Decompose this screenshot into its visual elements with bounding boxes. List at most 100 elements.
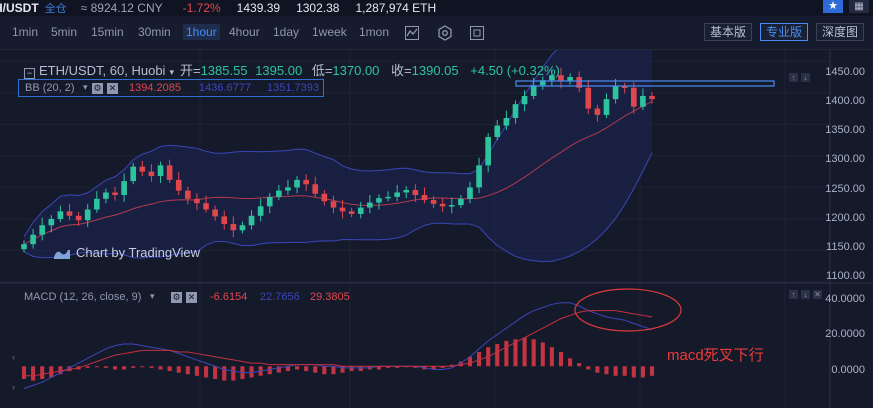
tf-1week[interactable]: 1week <box>312 25 347 39</box>
candle-body <box>157 165 164 177</box>
macd-histogram-bar <box>112 366 118 370</box>
volume-24h: 1,287,974 ETH <box>355 1 437 15</box>
close-value: 1390.05 <box>411 63 459 78</box>
candle-body <box>221 216 228 224</box>
price-axis-tick: 1200.00 <box>825 212 865 224</box>
macd-histogram-bar <box>376 366 382 370</box>
tf-4hour[interactable]: 4hour <box>229 25 260 39</box>
chevron-down-icon[interactable]: ▾ <box>83 82 88 92</box>
tf-1hour[interactable]: 1hour <box>183 24 220 40</box>
macd-histogram-bar <box>176 366 181 373</box>
candle-body <box>239 225 246 231</box>
macd-histogram-bar <box>595 366 600 373</box>
chevron-down-icon[interactable]: ▾ <box>169 67 174 77</box>
macd-histogram-bar <box>358 366 363 372</box>
candle-body <box>30 234 36 245</box>
candle-body <box>494 125 501 137</box>
collapse-icon[interactable]: − <box>24 68 35 79</box>
close-change: +4.50 (+0.32%) <box>470 63 560 78</box>
settings-icon[interactable] <box>437 25 453 41</box>
chart-canvas[interactable] <box>0 50 873 408</box>
star-icon[interactable]: ★ <box>823 0 843 13</box>
collapse-arrow-icon[interactable]: ‹ <box>12 352 15 362</box>
gear-icon[interactable]: ⚙ <box>171 292 182 303</box>
ohlc-legend: − ETH/USDT, 60, Huobi ▾ 开=1385.55 1395.00 低… <box>24 60 560 79</box>
candle-body <box>230 223 237 231</box>
candle-body <box>75 215 82 221</box>
macd-histogram-bar <box>577 363 582 367</box>
macd-histogram-bar <box>194 366 199 376</box>
pane-down-icon[interactable]: ↓ <box>801 290 810 299</box>
macd-histogram-bar <box>249 366 254 378</box>
candle-body <box>485 136 491 166</box>
chevron-down-icon[interactable]: ▾ <box>150 291 155 301</box>
candle-body <box>612 86 619 100</box>
pane-close-icon[interactable]: ✕ <box>813 290 822 299</box>
view-pro-button[interactable]: 专业版 <box>760 23 809 41</box>
indicator-icon[interactable] <box>404 25 420 41</box>
candle-body <box>357 207 364 214</box>
fullscreen-icon[interactable] <box>469 25 485 41</box>
tradingview-logo-icon <box>54 249 70 259</box>
candle-body <box>367 202 373 208</box>
macd-histogram-bar <box>103 366 108 368</box>
candle-body <box>376 198 382 203</box>
tf-15min[interactable]: 15min <box>91 25 124 39</box>
bollinger-bands <box>23 50 653 262</box>
tf-5min[interactable]: 5min <box>51 25 78 39</box>
candle-body <box>567 77 573 82</box>
close-icon[interactable]: ✕ <box>186 292 197 303</box>
pane-up-icon[interactable]: ↑ <box>789 73 798 82</box>
close-icon[interactable]: ✕ <box>107 83 118 94</box>
low-value: 1370.00 <box>332 63 380 78</box>
tf-1day[interactable]: 1day <box>273 25 300 39</box>
macd-histogram-bar <box>21 366 27 379</box>
bb-indicator-legend[interactable]: BB (20, 2) ▾ ⚙ ✕ 1394.2085 1436.6777 135… <box>18 79 324 97</box>
symbol-label[interactable]: ETH/USDT, 60, Huobi <box>39 63 166 78</box>
low-price: 1302.38 <box>296 1 340 15</box>
pane-down-icon[interactable]: ↓ <box>801 73 810 82</box>
candle-body <box>312 184 319 194</box>
candle-body <box>194 198 200 204</box>
tf-30min[interactable]: 30min <box>138 25 171 39</box>
macd-histogram-bar <box>122 366 127 370</box>
gear-icon[interactable]: ⚙ <box>92 83 103 94</box>
macd-histogram-bar <box>67 366 72 372</box>
candle-body <box>530 85 537 96</box>
candle-body <box>621 86 628 89</box>
macd-histogram-bar <box>586 366 591 370</box>
view-depth-button[interactable]: 深度图 <box>816 23 865 41</box>
price-axis-tick: 1250.00 <box>825 183 865 195</box>
grid-icon[interactable]: ▦ <box>849 0 869 13</box>
macd-line-value: 22.7656 <box>260 291 300 303</box>
macd-histogram-bar <box>568 358 573 367</box>
margin-tag[interactable]: 全仓 <box>44 3 67 15</box>
macd-histogram-bar <box>322 366 327 375</box>
bb-value-2: 1436.6777 <box>199 82 251 94</box>
macd-histogram-bar <box>85 366 90 368</box>
macd-histogram-bar <box>203 366 209 378</box>
macd-histogram-bar <box>522 337 527 367</box>
price-axis-tick: 1400.00 <box>825 95 865 107</box>
macd-label[interactable]: MACD (12, 26, close, 9) <box>24 291 142 303</box>
macd-axis-tick: 0.0000 <box>831 364 865 376</box>
collapse-arrow-icon[interactable]: › <box>12 382 15 392</box>
pane-up-icon[interactable]: ↑ <box>789 290 798 299</box>
macd-histogram-bar <box>613 366 618 376</box>
price-axis-tick: 1300.00 <box>825 153 865 165</box>
candle-body <box>339 207 346 212</box>
candle-body <box>348 211 355 214</box>
macd-signal-value: 29.3805 <box>310 291 350 303</box>
macd-histogram-bar <box>276 366 281 373</box>
tf-1mon[interactable]: 1mon <box>359 25 390 39</box>
tf-1min[interactable]: 1min <box>12 25 39 39</box>
candle-body <box>385 196 391 199</box>
candle-body <box>330 201 337 208</box>
view-basic-button[interactable]: 基本版 <box>704 23 753 41</box>
bb-label[interactable]: BB (20, 2) <box>25 82 75 94</box>
macd-histogram-bar <box>413 366 418 368</box>
pair-name[interactable]: H/USDT <box>0 1 39 15</box>
macd-histogram-bar <box>386 366 391 368</box>
candle-body <box>476 165 482 188</box>
candle-body <box>148 171 155 177</box>
